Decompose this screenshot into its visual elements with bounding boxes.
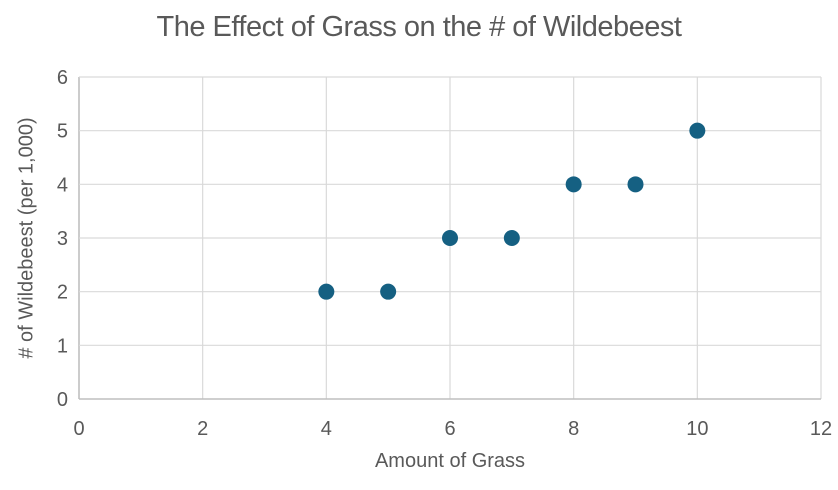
y-tick-label: 6: [57, 67, 68, 89]
x-tick-label: 4: [321, 418, 332, 440]
x-axis-title: Amount of Grass: [374, 450, 526, 472]
data-point-marker: [689, 122, 706, 139]
data-point-marker: [565, 176, 582, 193]
y-tick-label: 4: [57, 174, 68, 196]
data-point-marker: [442, 230, 458, 246]
chart-title: The Effect of Grass on the # of Wildebee…: [156, 11, 682, 43]
x-tick-label: 2: [197, 418, 208, 440]
y-tick-label: 3: [57, 228, 68, 250]
y-tick-label: 1: [57, 335, 68, 357]
y-tick-label: 2: [57, 282, 68, 304]
x-tick-label: 10: [686, 418, 708, 440]
x-tick-label: 0: [73, 418, 84, 440]
y-tick-label: 5: [57, 121, 68, 143]
data-point-marker: [627, 176, 644, 193]
data-point-marker: [318, 283, 335, 300]
x-tick-label: 8: [568, 418, 579, 440]
y-tick-label: 0: [57, 389, 68, 411]
x-tick-label: 12: [810, 418, 832, 440]
x-tick-label: 6: [444, 418, 455, 440]
data-point-marker: [380, 283, 397, 300]
data-point-marker: [503, 230, 520, 246]
y-axis-title: # of Wildebeest (per 1,000): [15, 117, 38, 359]
